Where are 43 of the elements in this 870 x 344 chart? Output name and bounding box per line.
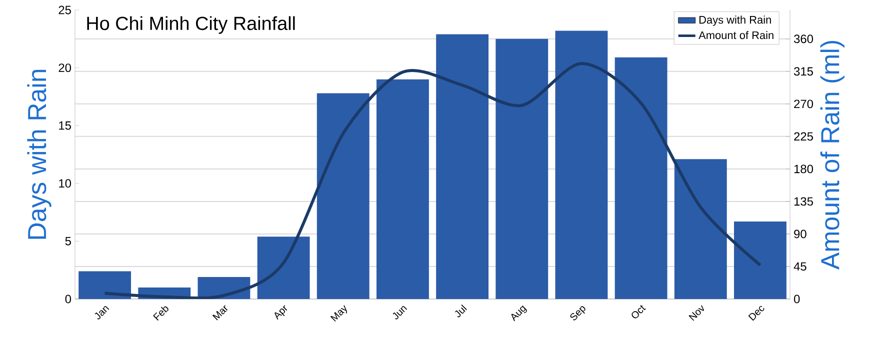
bar xyxy=(436,34,489,299)
bar xyxy=(376,79,429,299)
y2-tick-label: 45 xyxy=(794,262,806,271)
bar xyxy=(734,222,786,299)
y-tick-label: 15 xyxy=(59,121,71,130)
x-tick-label: Oct xyxy=(632,305,646,318)
y-tick-label: 0 xyxy=(65,294,72,304)
bar xyxy=(78,271,132,299)
x-tick-label: May xyxy=(330,305,348,322)
legend-label: Amount of Rain xyxy=(698,31,774,40)
x-tick-label: Aug xyxy=(511,306,527,322)
bar xyxy=(555,30,608,299)
y-tick-label: 5 xyxy=(65,237,71,246)
x-tick-label: Apr xyxy=(274,305,288,320)
chart-title: Ho Chi Minh City Rainfall xyxy=(87,16,295,34)
y2-tick-label: 180 xyxy=(794,164,814,174)
x-tick-label: Mar xyxy=(212,305,228,320)
y2-tick-label: 225 xyxy=(794,132,813,141)
x-tick-label: Sep xyxy=(570,306,586,320)
y2-tick-label: 90 xyxy=(794,230,806,238)
y-tick-label: 25 xyxy=(58,6,71,14)
y2-tick-label: 0 xyxy=(794,294,800,304)
y2-tick-label: 315 xyxy=(794,67,813,76)
bar xyxy=(614,57,668,299)
x-tick-label: Jan xyxy=(94,306,110,320)
legend-label: Days with Rain xyxy=(699,16,771,26)
y2-tick-label: 135 xyxy=(794,197,813,206)
bar xyxy=(496,38,548,299)
bar xyxy=(674,159,727,299)
x-tick-label: Dec xyxy=(748,306,764,321)
x-tick-label: Jun xyxy=(392,306,408,320)
bar xyxy=(316,93,370,299)
x-tick-label: Feb xyxy=(153,306,168,321)
y2-tick-label: 360 xyxy=(794,34,814,44)
y-tick-label: 10 xyxy=(59,179,72,188)
y-axis-title: Days with Rain xyxy=(27,70,52,239)
y-tick-label: 20 xyxy=(58,64,72,72)
bar xyxy=(257,236,310,299)
x-tick-label: Jul xyxy=(454,304,467,318)
y2-axis-title: Amount of Rain (ml) xyxy=(820,40,844,270)
line-series xyxy=(103,62,762,299)
x-tick-label: Nov xyxy=(688,305,704,321)
y2-tick-label: 270 xyxy=(794,100,814,108)
